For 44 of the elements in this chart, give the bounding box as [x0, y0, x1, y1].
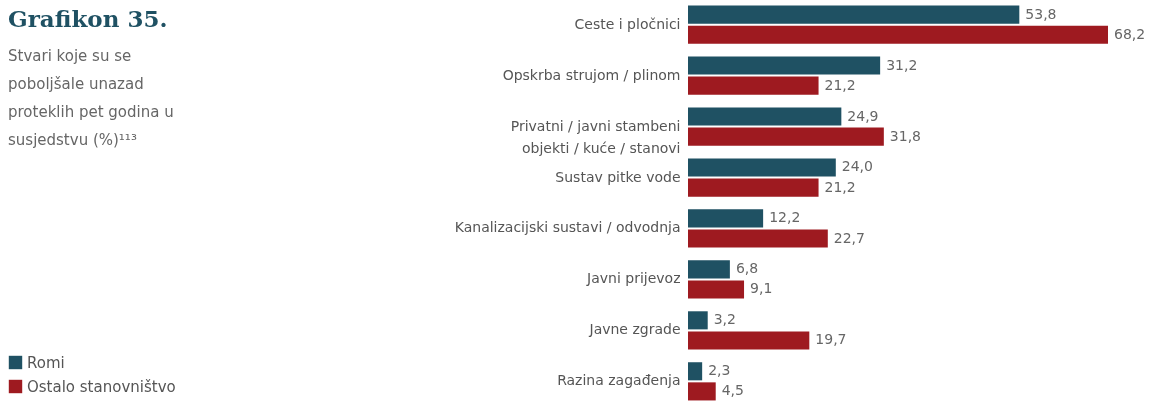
bar: [688, 209, 764, 228]
bar: [688, 107, 842, 126]
y-tick-label: Kanalizacijski sustavi / odvodnja: [454, 219, 681, 236]
bar: [688, 127, 884, 146]
bar: [688, 25, 1108, 44]
y-tick-label: Ceste i pločnici: [574, 15, 681, 32]
bar: [688, 76, 819, 95]
data-label: 21,2: [824, 178, 856, 195]
bar: [688, 178, 819, 197]
data-label: 6,8: [735, 260, 759, 277]
bar: [688, 362, 703, 381]
data-label: 3,2: [713, 311, 736, 328]
bar: [688, 280, 745, 299]
bar: [688, 382, 716, 401]
data-label: 19,7: [815, 331, 847, 348]
data-label: 53,8: [1025, 5, 1057, 22]
data-label: 22,7: [833, 229, 865, 246]
data-label: 9,1: [750, 280, 773, 297]
y-tick-label: Sustav pitke vode: [555, 168, 681, 185]
data-label: 2,3: [708, 362, 731, 379]
bar: [688, 229, 828, 248]
data-label: 12,2: [769, 209, 801, 226]
bar: [688, 5, 1020, 24]
legend-label: Romi: [27, 353, 65, 372]
y-tick-label: Razina zagađenja: [557, 372, 681, 389]
bar: [688, 331, 810, 350]
text: Stvari koje su se poboljšale unazad proteklih pet godina u susjedstvu (%)¹¹³: [8, 47, 174, 149]
data-label: 31,2: [886, 56, 918, 73]
data-label: 31,8: [889, 127, 922, 144]
legend-label: Ostalo stanovništvo: [27, 377, 176, 396]
data-label: 4,5: [721, 382, 744, 399]
text: Grafikon 35.: [8, 5, 168, 32]
y-tick-label: Opskrba strujom / plinom: [502, 66, 681, 83]
y-tick-label: Javne zgrade: [588, 321, 681, 338]
bar: [688, 56, 881, 75]
data-label: 24,9: [847, 107, 879, 124]
data-label: 21,2: [824, 76, 856, 93]
bar: [688, 260, 730, 279]
data-label: 24,0: [841, 158, 873, 175]
bar: [688, 311, 708, 330]
y-tick-label: Privatni / javni stambeni objekti / kuće / stanovi: [510, 117, 681, 156]
y-tick-label: Javni prijevoz: [586, 270, 681, 287]
data-label: 68,2: [1114, 25, 1146, 42]
bar: [688, 158, 836, 177]
